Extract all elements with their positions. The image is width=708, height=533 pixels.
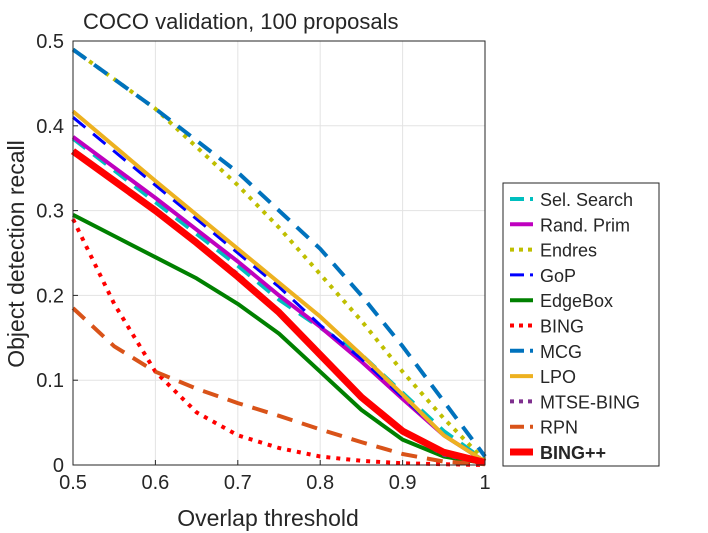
axis-ticks: 0.5 0.6 0.7 0.8 0.9 1 0 0.1 0.2 0.3 0.4 0.5 bbox=[36, 31, 490, 494]
legend-label: GoP bbox=[540, 266, 576, 286]
y-axis-label: Object detection recall bbox=[3, 140, 29, 368]
series-line-edgebox bbox=[72, 213, 486, 466]
x-tick-label: 1 bbox=[479, 472, 490, 494]
legend: Sel. Search Rand. Prim Endres GoP EdgeBox BIN… bbox=[502, 182, 660, 467]
legend-label: Rand. Prim bbox=[540, 215, 630, 235]
legend-label: BING++ bbox=[540, 443, 606, 463]
x-axis-label: Overlap threshold bbox=[177, 505, 359, 531]
series-line-rpn bbox=[71, 306, 486, 467]
y-tick-label: 0.4 bbox=[36, 116, 64, 138]
legend-label: MCG bbox=[540, 342, 582, 362]
legend-label: MTSE-BING bbox=[540, 392, 640, 412]
y-tick-label: 0 bbox=[53, 455, 64, 477]
legend-label: LPO bbox=[540, 367, 576, 387]
x-tick-label: 0.8 bbox=[306, 472, 334, 494]
x-tick-label: 0.7 bbox=[224, 472, 252, 494]
series-line-bing bbox=[71, 218, 486, 467]
chart-title: COCO validation, 100 proposals bbox=[83, 9, 399, 34]
y-tick-label: 0.5 bbox=[36, 31, 64, 53]
x-tick-label: 0.6 bbox=[141, 472, 169, 494]
legend-label: Endres bbox=[540, 241, 597, 261]
series-lines bbox=[70, 47, 487, 467]
legend-label: EdgeBox bbox=[540, 291, 613, 311]
y-tick-label: 0.2 bbox=[36, 285, 64, 307]
series-line-sel-search bbox=[71, 136, 487, 463]
legend-label: RPN bbox=[540, 418, 578, 438]
y-tick-label: 0.1 bbox=[36, 370, 64, 392]
plot-frame bbox=[72, 40, 486, 466]
series-line-mcg bbox=[71, 47, 487, 458]
x-tick-label: 0.9 bbox=[389, 472, 417, 494]
legend-label: BING bbox=[540, 317, 584, 337]
legend-label: Sel. Search bbox=[540, 190, 633, 210]
series-line-lpo bbox=[71, 109, 487, 464]
y-tick-label: 0.3 bbox=[36, 201, 64, 223]
series-line-bing- bbox=[70, 148, 486, 466]
x-tick-label: 0.5 bbox=[59, 472, 87, 494]
